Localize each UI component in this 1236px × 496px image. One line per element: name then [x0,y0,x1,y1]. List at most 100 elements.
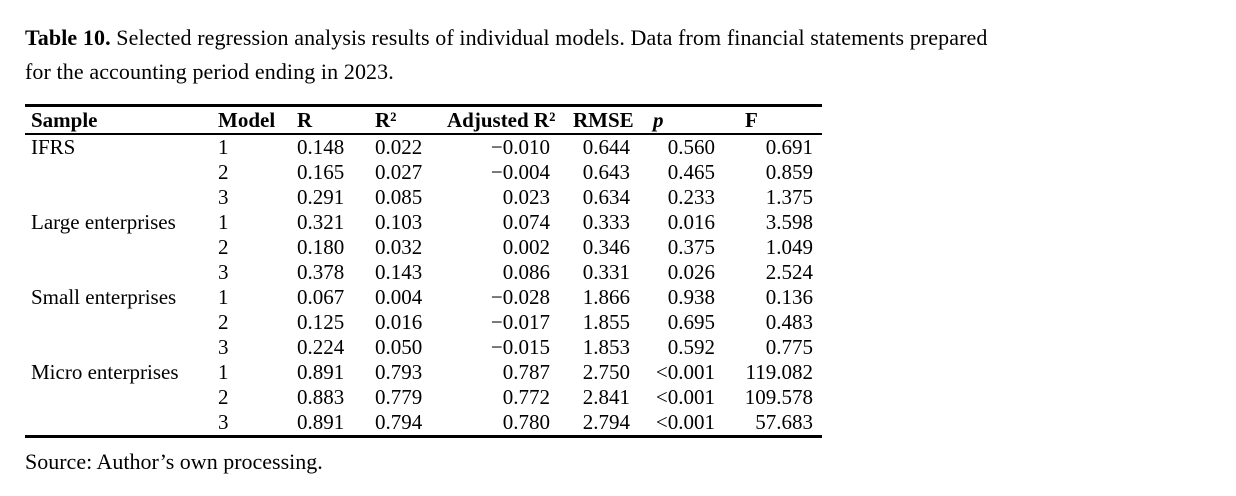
table-header: Sample Model R R² Adjusted R² RMSE p F [25,106,822,134]
table-cell-col7: 0.375 [667,235,715,259]
table-cell-col3: 0.891 [297,410,345,434]
table-row: 2 0.883 0.779 0.772 2.841 <0.001 109.578 [25,385,822,410]
table-row: 3 0.224 0.050 −0.015 1.853 0.592 0.775 [25,335,822,360]
column-header-f-statistic: F [745,108,758,132]
table-cell-col1: Micro enterprises [31,360,179,384]
table-cell-col2: 2 [218,385,229,409]
table-cell-col2: 2 [218,310,229,334]
table-cell-col8: 0.691 [765,135,813,159]
column-header-p-value: p [653,108,664,132]
table-cell-col5: −0.028 [490,285,550,309]
table-cell-col5: 0.780 [502,410,550,434]
table-cell-col8: 57.683 [755,410,813,434]
table-cell-col3: 0.125 [297,310,345,334]
table-cell-col2: 3 [218,335,229,359]
column-header-sample: Sample [31,108,98,132]
document-page: Table 10. Selected regression analysis r… [25,21,1215,474]
table-cell-col2: 2 [218,235,229,259]
table-cell-col1 [25,410,211,437]
table-cell-col4: 0.085 [375,185,423,209]
table-caption-line2: for the accounting period ending in 2023… [25,59,394,84]
table-cell-col3: 0.321 [297,210,345,234]
table-cell-col8: 119.082 [745,360,813,384]
table-cell-col2: 3 [218,185,229,209]
table-cell-col5: −0.015 [490,335,550,359]
table-cell-col6: 0.643 [582,160,630,184]
table-cell-col1: Large enterprises [31,210,176,234]
table-row: 2 0.165 0.027 −0.004 0.643 0.465 0.859 [25,160,822,185]
table-cell-col7: 0.560 [667,135,715,159]
table-cell-col5: 0.074 [502,210,550,234]
table-body: IFRS 1 0.148 0.022 −0.010 0.644 0.560 0.691 2 0.1… [25,134,822,437]
table-cell-col7: 0.233 [667,185,715,209]
column-header-r: R [297,108,313,132]
table-cell-col5: 0.002 [502,235,550,259]
table-cell-col3: 0.891 [297,360,345,384]
table-cell-col5: 0.787 [502,360,550,384]
table-cell-col1: Small enterprises [31,285,177,309]
column-header-r-squared: R² [375,108,397,132]
table-cell-col8: 0.136 [765,285,813,309]
table-cell-col4: 0.016 [375,310,423,334]
table-row: 2 0.180 0.032 0.002 0.346 0.375 1.049 [25,235,822,260]
table-cell-col5: −0.010 [490,135,550,159]
table-cell-col3: 0.180 [297,235,345,259]
table-cell-col2: 2 [218,160,229,184]
column-header-model: Model [218,108,276,132]
table-row: IFRS 1 0.148 0.022 −0.010 0.644 0.560 0.691 [25,134,822,160]
table-cell-col6: 2.841 [582,385,630,409]
table-cell-col1: IFRS [31,135,76,159]
table-cell-col2: 1 [218,285,229,309]
table-row: 3 0.378 0.143 0.086 0.331 0.026 2.524 [25,260,822,285]
table-cell-col6: 0.331 [582,260,630,284]
table-cell-col4: 0.032 [375,235,423,259]
table-cell-col5: −0.004 [490,160,550,184]
table-cell-col7: 0.938 [667,285,715,309]
table-cell-col4: 0.143 [375,260,423,284]
table-row: 3 0.291 0.085 0.023 0.634 0.233 1.375 [25,185,822,210]
table-cell-col2: 3 [218,410,229,434]
table-cell-col1 [25,310,211,335]
table-cell-col7: <0.001 [655,385,715,409]
table-cell-col8: 109.578 [744,385,813,409]
table-cell-col8: 2.524 [765,260,813,284]
column-header-adjusted-r-squared: Adjusted R² [447,108,555,132]
table-cell-col6: 0.333 [582,210,630,234]
table-cell-col5: −0.017 [490,310,550,334]
table-cell-col5: 0.086 [502,260,550,284]
regression-results-table: Sample Model R R² Adjusted R² RMSE p F I… [25,104,822,438]
table-cell-col1 [25,160,211,185]
table-cell-col8: 1.049 [765,235,813,259]
table-caption-line1: Selected regression analysis results of … [116,25,988,50]
table-cell-col1 [25,235,211,260]
column-header-rmse: RMSE [573,108,634,132]
table-cell-col1 [25,385,211,410]
table-cell-col4: 0.793 [375,360,423,384]
table-cell-col4: 0.794 [375,410,423,434]
table-cell-col5: 0.023 [502,185,550,209]
table-cell-col3: 0.883 [297,385,345,409]
table-cell-col5: 0.772 [502,385,550,409]
table-cell-col6: 1.853 [582,335,630,359]
table-cell-col7: <0.001 [655,410,715,434]
table-cell-col2: 3 [218,260,229,284]
table-header-row: Sample Model R R² Adjusted R² RMSE p F [25,106,822,134]
table-cell-col6: 0.346 [582,235,630,259]
table-cell-col4: 0.050 [375,335,423,359]
table-cell-col7: 0.695 [667,310,715,334]
table-cell-col6: 1.855 [582,310,630,334]
table-cell-col8: 0.859 [765,160,813,184]
table-cell-col1 [25,185,211,210]
table-cell-col1 [25,335,211,360]
table-cell-col4: 0.103 [375,210,423,234]
table-cell-col8: 3.598 [765,210,813,234]
table-cell-col4: 0.022 [375,135,423,159]
table-caption-label: Table 10. [25,25,111,50]
table-cell-col6: 1.866 [582,285,630,309]
table-cell-col1 [25,260,211,285]
table-cell-col7: 0.592 [667,335,715,359]
table-caption: Table 10. Selected regression analysis r… [25,21,1215,89]
table-cell-col8: 0.775 [765,335,813,359]
table-cell-col4: 0.027 [375,160,423,184]
table-cell-col3: 0.224 [297,335,345,359]
